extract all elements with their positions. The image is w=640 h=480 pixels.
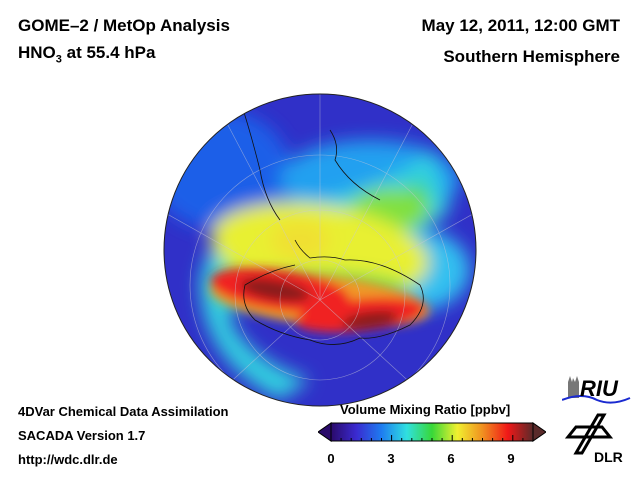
footer-line-2: SACADA Version 1.7 (18, 428, 146, 443)
dlr-logo-text: DLR (594, 449, 623, 465)
colorbar (318, 422, 546, 442)
colorbar-tick-9: 9 (507, 451, 515, 466)
dlr-logo: DLR (564, 413, 623, 465)
species-subscript: 3 (55, 53, 62, 66)
footer-link[interactable]: http://wdc.dlr.de (18, 452, 118, 467)
colorbar-tick-0: 0 (327, 451, 335, 466)
species: HNO (18, 43, 56, 62)
colorbar-tick-3: 3 (387, 451, 395, 466)
riu-logo: RIU (562, 376, 631, 404)
colorbar-tick-6: 6 (447, 451, 455, 466)
date-time: May 12, 2011, 12:00 GMT (421, 16, 620, 35)
footer-line-1: 4DVar Chemical Data Assimilation (18, 404, 229, 419)
colorbar-title: Volume Mixing Ratio [ppbv] (340, 402, 511, 417)
colorbar-min-arrow (318, 422, 332, 442)
hemisphere: Southern Hemisphere (443, 47, 620, 66)
pressure-level: at 55.4 hPa (61, 43, 156, 62)
colorbar-max-arrow (532, 422, 546, 442)
globe-map (163, 93, 477, 407)
subtitle: HNO3 at 55.4 hPa (18, 43, 155, 65)
riu-logo-text: RIU (580, 376, 619, 401)
dlr-emblem-icon (564, 413, 614, 455)
cathedral-icon (568, 376, 579, 398)
title: GOME–2 / MetOp Analysis (18, 16, 230, 35)
coastlines (239, 99, 424, 345)
